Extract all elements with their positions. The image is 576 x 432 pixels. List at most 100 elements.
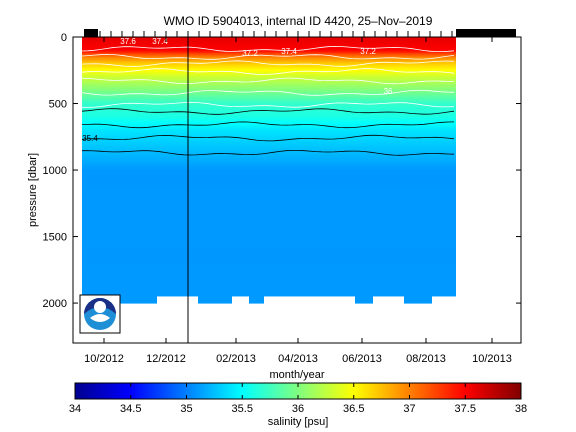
field-band bbox=[82, 158, 456, 160]
contour-label: 35.4 bbox=[82, 134, 98, 143]
field-band bbox=[82, 275, 456, 277]
field-band bbox=[82, 163, 456, 166]
plot-frame bbox=[72, 36, 522, 344]
field-band bbox=[82, 192, 456, 195]
contour-label: 36 bbox=[384, 87, 393, 96]
field-band bbox=[82, 288, 456, 291]
field-band bbox=[82, 191, 456, 194]
y-tick-label: 0 bbox=[61, 32, 67, 44]
field-band bbox=[82, 175, 456, 178]
field-band bbox=[82, 88, 456, 91]
field-band bbox=[82, 273, 456, 276]
field-band bbox=[82, 251, 456, 254]
field-band bbox=[82, 255, 456, 258]
field-band bbox=[82, 130, 456, 132]
field-band bbox=[82, 162, 456, 164]
field-band bbox=[82, 263, 456, 265]
field-band bbox=[82, 243, 456, 246]
contour-line bbox=[81, 77, 455, 85]
field-band bbox=[82, 118, 456, 120]
field-band bbox=[82, 68, 456, 71]
field-band bbox=[82, 116, 456, 119]
field-band bbox=[82, 98, 456, 101]
contour-label: 37.6 bbox=[120, 37, 136, 46]
field-band bbox=[82, 217, 456, 220]
field-band bbox=[82, 232, 456, 235]
y-tick-label: 1500 bbox=[43, 232, 67, 244]
y-tick-label: 500 bbox=[49, 99, 67, 111]
field-band bbox=[82, 267, 456, 269]
field-band bbox=[82, 159, 456, 162]
field-band bbox=[82, 190, 456, 192]
field-band bbox=[82, 43, 456, 46]
field-band bbox=[82, 47, 456, 50]
contour-labels: 37.6 37.4 37.2 37.4 37.2 36 35.4 bbox=[82, 37, 393, 143]
field-band bbox=[82, 42, 456, 45]
field-band bbox=[82, 236, 456, 239]
field-band bbox=[82, 156, 456, 159]
colorbar-tick-label: 38 bbox=[515, 403, 527, 415]
colorbar-tick-label: 37 bbox=[403, 403, 415, 415]
field-band bbox=[82, 136, 456, 139]
field-band bbox=[82, 271, 456, 273]
field-band bbox=[82, 66, 456, 69]
field-band bbox=[82, 99, 456, 102]
contour-line bbox=[81, 121, 455, 129]
field-band bbox=[82, 178, 456, 180]
field-band bbox=[82, 95, 456, 98]
field-band bbox=[82, 235, 456, 238]
field-band bbox=[82, 280, 456, 283]
contour-line bbox=[81, 89, 455, 96]
field-band bbox=[82, 186, 456, 188]
field-band bbox=[82, 171, 456, 174]
field-band bbox=[82, 63, 456, 66]
field-band bbox=[82, 225, 456, 228]
missing-data bbox=[373, 296, 404, 305]
field-band bbox=[82, 78, 456, 81]
field-band bbox=[82, 219, 456, 222]
field-band bbox=[82, 293, 456, 296]
field-band bbox=[82, 279, 456, 281]
field-band bbox=[82, 60, 456, 63]
field-band bbox=[82, 269, 456, 272]
field-band bbox=[82, 199, 456, 202]
field-band bbox=[82, 70, 456, 73]
field-band bbox=[82, 138, 456, 140]
field-band bbox=[82, 102, 456, 105]
missing-data bbox=[232, 296, 249, 305]
field-band bbox=[82, 287, 456, 289]
field-band bbox=[82, 147, 456, 150]
x-axis-label: month/year bbox=[269, 369, 324, 381]
field-band bbox=[82, 128, 456, 131]
field-band bbox=[82, 295, 456, 297]
field-band bbox=[82, 144, 456, 147]
field-band bbox=[82, 220, 456, 223]
field-band bbox=[82, 84, 456, 87]
field-band bbox=[82, 120, 456, 123]
field-band bbox=[82, 76, 456, 79]
colorbar-ticks: 34 34.5 35 35.5 36 36.5 37 37.5 38 bbox=[69, 383, 527, 415]
field-band bbox=[82, 96, 456, 99]
field-band bbox=[82, 213, 456, 216]
field-band bbox=[82, 91, 456, 94]
field-band bbox=[82, 172, 456, 175]
field-band bbox=[82, 229, 456, 232]
field-band bbox=[82, 170, 456, 172]
contour-line bbox=[81, 134, 455, 142]
field-band bbox=[82, 197, 456, 200]
field-band bbox=[82, 268, 456, 271]
field-band bbox=[82, 168, 456, 171]
top-bar-left bbox=[84, 29, 98, 37]
x-tick-label: 10/2012 bbox=[84, 353, 124, 365]
field-band bbox=[82, 260, 456, 263]
field-band bbox=[82, 87, 456, 90]
field-band bbox=[82, 201, 456, 204]
contour-line bbox=[81, 60, 455, 67]
field-band bbox=[82, 111, 456, 114]
field-band bbox=[82, 284, 456, 287]
field-band bbox=[82, 289, 456, 292]
colorbar-tick-label: 34.5 bbox=[120, 403, 141, 415]
field-band bbox=[82, 204, 456, 207]
field-band bbox=[82, 276, 456, 279]
field-band bbox=[82, 46, 456, 49]
